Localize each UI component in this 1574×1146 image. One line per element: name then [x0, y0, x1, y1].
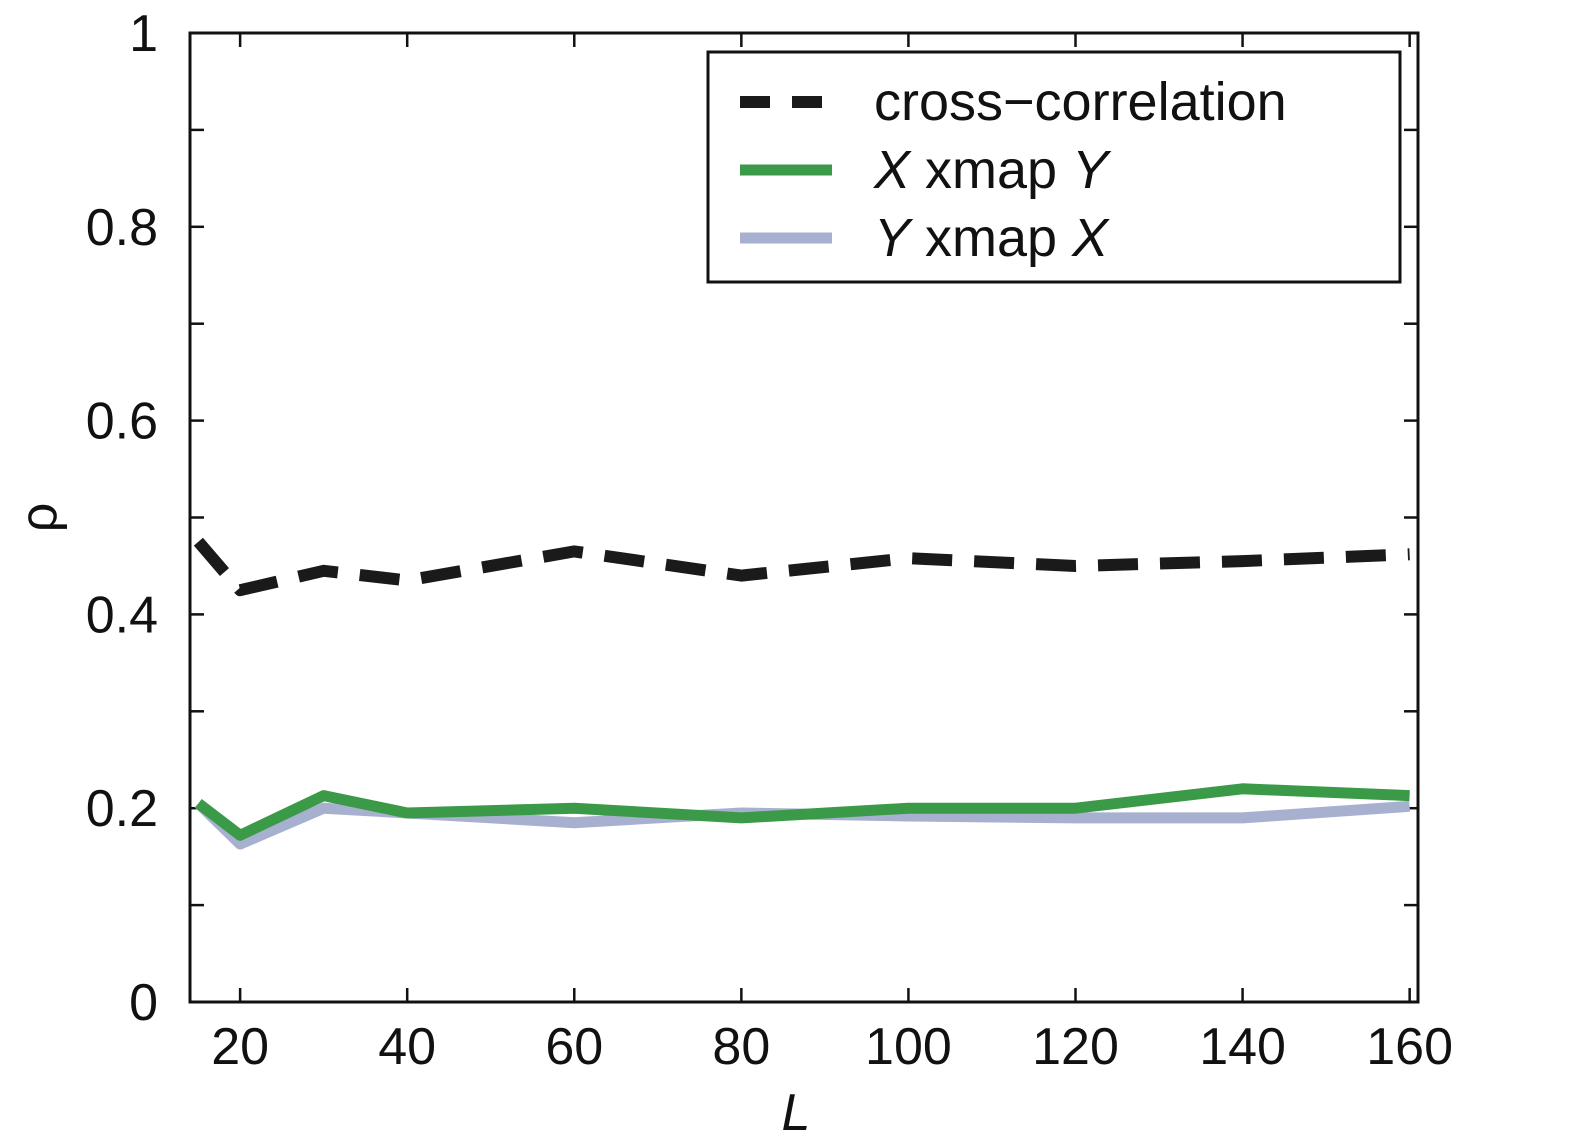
legend-label: X xmap Y	[872, 140, 1112, 200]
x-tick-label: 60	[545, 1018, 603, 1076]
x-tick-label: 20	[211, 1018, 269, 1076]
tick-labels: 20 40 60 80 100 120 140 160 0 0.2 0.4 0.6 0.8 1	[86, 5, 1453, 1076]
legend-label: Y xmap X	[874, 208, 1110, 268]
plot-series	[193, 537, 1410, 850]
legend-label: cross−correlation	[874, 72, 1287, 132]
x-tick-label: 120	[1032, 1018, 1119, 1076]
y-axis-label: ρ	[10, 503, 68, 533]
x-tick-label: 160	[1366, 1018, 1453, 1076]
x-tick-label: 40	[378, 1018, 436, 1076]
plot-frame	[188, 31, 1420, 1004]
series-line-x-xmap-y	[195, 783, 1410, 841]
series-line-cross-correlation	[193, 537, 1410, 597]
x-tick-label: 140	[1199, 1018, 1286, 1076]
y-tick-label: 0.8	[86, 199, 158, 257]
y-tick-label: 0.6	[86, 393, 158, 451]
y-tick-label: 0	[129, 974, 158, 1032]
y-tick-label: 0.4	[86, 586, 158, 644]
legend: cross−correlation X xmap Y Y xmap X	[706, 50, 1402, 284]
y-tick-label: 1	[129, 5, 158, 63]
x-axis-label: L	[782, 1084, 811, 1142]
x-tick-label: 100	[865, 1018, 952, 1076]
x-tick-label: 80	[712, 1018, 770, 1076]
y-tick-label: 0.2	[86, 780, 158, 838]
